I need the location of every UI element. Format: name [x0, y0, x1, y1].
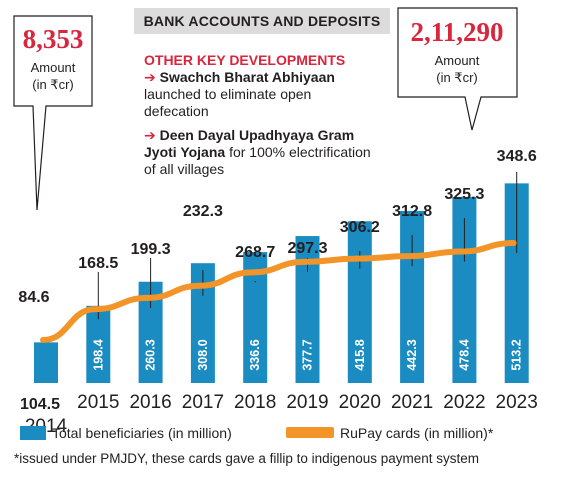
- beneficiaries-label: 104.5: [20, 396, 60, 413]
- callout-label: Amount: [31, 60, 76, 75]
- rupay-label: 297.3: [287, 240, 327, 257]
- key-development-name: Deen Dayal Upadhyaya Gram Jyoti Yojana: [144, 127, 355, 160]
- beneficiaries-label: 513.2: [510, 339, 524, 370]
- year-label: 2016: [129, 392, 171, 413]
- rupay-label: 199.3: [131, 241, 171, 258]
- bar-2020: [347, 221, 372, 383]
- arrow-right-icon: ➔: [144, 127, 156, 143]
- rupay-label: 312.8: [392, 203, 432, 220]
- callout-value: 2,11,290: [410, 17, 503, 47]
- callout-value: 8,353: [23, 24, 84, 54]
- year-label: 2017: [182, 392, 224, 413]
- key-development-item: ➔ Deen Dayal Upadhyaya Gram Jyoti Yojana…: [144, 127, 374, 178]
- year-label: 2020: [339, 392, 381, 413]
- rupay-label: 232.3: [183, 203, 223, 220]
- legend-label-rupay: RuPay cards (in million)*: [340, 425, 494, 441]
- key-development-item: ➔ Swachch Bharat Abhiyaan launched to el…: [144, 69, 374, 120]
- beneficiaries-label: 442.3: [405, 339, 419, 370]
- callout-box-right: [397, 7, 518, 131]
- key-development-name: Swachch Bharat Abhiyaan: [159, 69, 335, 85]
- rupay-label: 168.5: [78, 255, 118, 272]
- year-label: 2023: [496, 392, 538, 413]
- rupay-label: 325.3: [444, 186, 484, 203]
- year-label: 2019: [286, 392, 328, 413]
- beneficiaries-label: 377.7: [301, 339, 315, 370]
- rupay-label: 268.7: [235, 244, 275, 261]
- arrow-right-icon: ➔: [144, 69, 156, 85]
- key-development-text: launched to eliminate open defecation: [144, 86, 312, 119]
- rupay-label: 306.2: [340, 219, 380, 236]
- beneficiaries-label: 308.0: [196, 339, 210, 370]
- year-label: 2018: [234, 392, 276, 413]
- rupay-label: 84.6: [18, 289, 49, 306]
- plot-area: 84.6 168.5 199.3 232.3 268.7 297.3 306.2 312.8 3…: [18, 148, 537, 437]
- key-developments-title: OTHER KEY DEVELOPMENTS: [144, 52, 346, 68]
- beneficiaries-label: 198.4: [91, 339, 105, 370]
- legend-swatch-bar: [20, 426, 46, 440]
- beneficiaries-label: 336.6: [248, 339, 262, 370]
- callout-label: (in ₹cr): [436, 70, 478, 85]
- legend-swatch-line: [286, 427, 334, 438]
- beneficiaries-label: 415.8: [353, 339, 367, 370]
- callout-label: (in ₹cr): [32, 77, 74, 92]
- rupay-label: 348.6: [497, 148, 537, 165]
- key-development-text: for 100% electrification of all villages: [144, 144, 371, 177]
- legend-label-beneficiaries: Total beneficiaries (in million): [52, 425, 232, 441]
- bar-2014: [34, 342, 58, 383]
- year-label: 2015: [77, 392, 119, 413]
- chart-title: BANK ACCOUNTS AND DEPOSITS: [134, 8, 390, 34]
- callout-label: Amount: [435, 53, 480, 68]
- beneficiaries-label: 478.4: [457, 339, 471, 370]
- key-developments: OTHER KEY DEVELOPMENTS ➔ Swachch Bharat …: [144, 52, 374, 178]
- callouts: 8,353 Amount (in ₹cr) 2,11,290 Amount (i…: [13, 7, 518, 211]
- beneficiaries-label: 260.3: [144, 339, 158, 370]
- year-label: 2021: [391, 392, 433, 413]
- year-label: 2022: [443, 392, 485, 413]
- callout-box-left: [13, 15, 93, 211]
- footnote: *issued under PMJDY, these cards gave a …: [14, 451, 479, 466]
- rupay-line: [40, 240, 517, 343]
